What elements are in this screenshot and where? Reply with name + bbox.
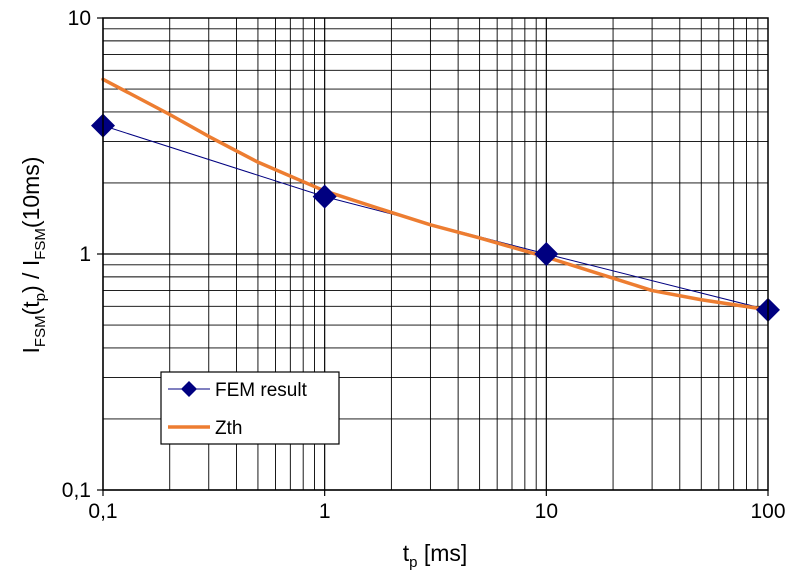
legend-zth-label: Zth bbox=[215, 418, 242, 439]
y-tick-label: 1 bbox=[79, 243, 91, 266]
series-line-zth bbox=[101, 77, 770, 312]
series-layer bbox=[91, 77, 780, 322]
tick-labels: 0,1 1 10 100 0,1 1 10 bbox=[62, 7, 786, 523]
fem-result-marker bbox=[534, 242, 559, 266]
x-tick-label: 1 bbox=[319, 500, 331, 523]
y-tick-label: 10 bbox=[68, 7, 91, 30]
x-tick-label: 100 bbox=[750, 500, 785, 523]
y-axis-title: IFSM(tp) / IFSM(10ms) bbox=[18, 157, 49, 354]
x-tick-label: 0,1 bbox=[88, 500, 117, 523]
y-tick-label: 0,1 bbox=[62, 479, 91, 502]
legend: FEM result Zth bbox=[160, 371, 340, 445]
fem-result-marker bbox=[312, 184, 337, 209]
legend-fem-label: FEM result bbox=[215, 380, 308, 401]
x-tick-label: 10 bbox=[535, 500, 558, 523]
legend-fem-marker bbox=[181, 381, 197, 397]
x-axis-title: tp [ms] bbox=[403, 540, 468, 571]
